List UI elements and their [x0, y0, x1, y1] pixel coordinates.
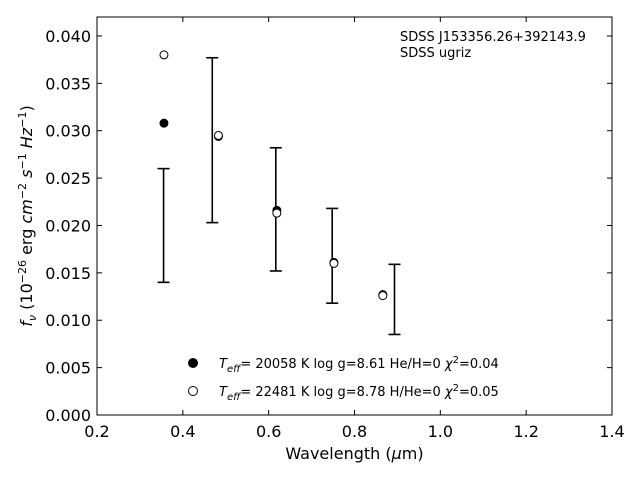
error-bar	[157, 167, 170, 284]
points-layer	[159, 50, 388, 301]
data-point-open	[213, 130, 223, 140]
error-bar	[388, 263, 401, 336]
x-tick-label: 0.8	[342, 422, 367, 441]
legend-filled-circle-marker	[188, 358, 198, 368]
y-tick-labels: 0.000 0.005 0.010 0.015 0.020 0.025 0.030 0.035…	[45, 27, 91, 425]
legend: Teff= 20058 K log g=8.61 He/H=0 χ2=0.04 …	[188, 355, 499, 403]
x-axis-label: Wavelength (μm)	[285, 444, 423, 463]
x-tick-labels: 0.2 0.4 0.6 0.8 1.0 1.2 1.4	[84, 422, 624, 441]
legend-entry-filled: Teff= 20058 K log g=8.61 He/H=0 χ2=0.04	[219, 355, 499, 375]
x-tick-label: 0.2	[84, 422, 109, 441]
y-tick-label: 0.030	[45, 122, 91, 141]
legend-entry-open: Teff= 22481 K log g=8.78 H/He=0 χ2=0.05	[219, 383, 499, 403]
y-tick-label: 0.035	[45, 74, 91, 93]
ticks-layer	[96, 17, 613, 416]
error-bar	[206, 56, 219, 224]
errorbars-layer	[157, 56, 401, 336]
data-point-filled	[159, 118, 169, 128]
y-tick-label: 0.020	[45, 216, 91, 235]
y-tick-label: 0.025	[45, 169, 91, 188]
filter-annotation: SDSS ugriz	[400, 46, 471, 61]
data-point-open	[378, 291, 388, 301]
y-tick-label: 0.005	[45, 359, 91, 378]
x-tick-label: 0.6	[256, 422, 281, 441]
y-tick-label: 0.000	[45, 406, 91, 425]
x-tick-label: 1.2	[513, 422, 538, 441]
x-tick-label: 1.0	[428, 422, 453, 441]
object-name-annotation: SDSS J153356.26+392143.9	[400, 30, 586, 45]
x-tick-label: 0.4	[170, 422, 195, 441]
legend-open-circle-marker	[188, 386, 198, 396]
y-tick-label: 0.040	[45, 27, 91, 46]
data-point-open	[272, 208, 282, 218]
y-tick-label: 0.015	[45, 264, 91, 283]
data-point-open	[159, 50, 169, 60]
plot-frame	[96, 16, 613, 416]
data-point-open	[329, 258, 339, 268]
y-axis-label: fν (10−26 erg cm−2 s−1 Hz−1)	[16, 105, 39, 326]
error-bar	[326, 207, 339, 304]
y-tick-label: 0.010	[45, 311, 91, 330]
x-tick-label: 1.4	[599, 422, 624, 441]
